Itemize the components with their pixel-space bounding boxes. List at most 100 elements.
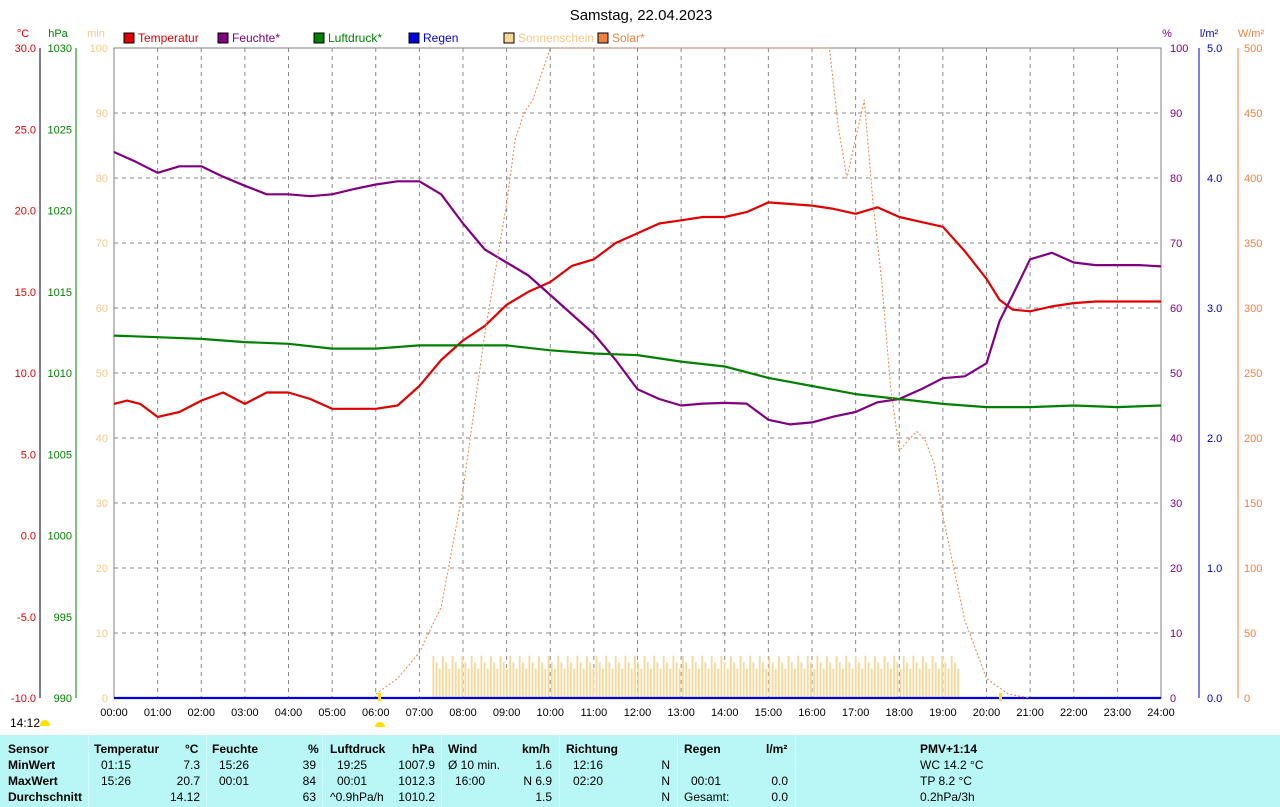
hum-min-time: 15:26 xyxy=(219,758,250,772)
sunshine-bar xyxy=(560,662,563,698)
y-tick-rain: 3.0 xyxy=(1207,303,1222,315)
press-unit: hPa xyxy=(412,742,435,756)
x-tick-label: 18:00 xyxy=(885,707,913,719)
legend-label-solar: Solar* xyxy=(612,31,645,45)
sunshine-bar xyxy=(432,655,435,698)
sunshine-bar xyxy=(566,655,569,698)
sunshine-bar xyxy=(832,668,835,698)
wind-avg-value: 1.5 xyxy=(535,790,552,804)
sunshine-bar xyxy=(918,668,921,698)
sunshine-bar xyxy=(547,655,550,698)
sensor-header: Sensor xyxy=(8,742,49,756)
current-time: 14:12 xyxy=(10,716,41,730)
sunshine-bar xyxy=(464,662,467,698)
legend-label-rain: Regen xyxy=(423,31,458,45)
y-tick-solar: 200 xyxy=(1244,433,1262,445)
y-tick-rain: 0.0 xyxy=(1207,693,1222,705)
sunshine-bar xyxy=(794,668,796,698)
y-tick-sun: 30 xyxy=(96,498,108,510)
sunshine-bar xyxy=(800,662,803,698)
sunshine-bar xyxy=(880,668,883,698)
unit-press: hPa xyxy=(48,28,68,40)
temp-avg-value: 14.12 xyxy=(169,790,200,804)
sunshine-bar xyxy=(688,668,691,698)
y-tick-press: 995 xyxy=(54,612,72,624)
sunshine-bar xyxy=(768,655,771,698)
sunshine-bar xyxy=(557,655,560,698)
sunshine-bar xyxy=(589,662,592,698)
sunshine-bar xyxy=(826,655,828,698)
sunshine-bar xyxy=(499,655,502,698)
divider xyxy=(677,735,678,807)
sunshine-bar xyxy=(752,662,755,698)
x-tick-label: 16:00 xyxy=(798,707,826,719)
sunshine-bar xyxy=(912,655,915,698)
sunshine-bar xyxy=(829,662,832,698)
y-tick-hum: 90 xyxy=(1170,108,1182,120)
temp-max-time: 15:26 xyxy=(101,774,132,788)
sunshine-bar xyxy=(582,668,585,698)
y-tick-temp: 5.0 xyxy=(21,449,36,461)
sunshine-bar xyxy=(861,668,864,698)
sunshine-bar xyxy=(746,668,748,698)
sunshine-bar xyxy=(906,662,908,698)
hum-min-value: 39 xyxy=(302,758,316,772)
row-label-max: MaxWert xyxy=(8,774,58,788)
x-tick-label: 23:00 xyxy=(1104,707,1132,719)
sunshine-bar xyxy=(554,668,556,698)
press-header: Luftdruck xyxy=(330,742,386,756)
divider xyxy=(795,735,796,807)
y-tick-press: 1020 xyxy=(48,206,72,218)
sunshine-bar xyxy=(445,662,448,698)
legend-swatch-press xyxy=(313,32,325,44)
sunshine-bar xyxy=(762,662,764,698)
sunshine-bar xyxy=(874,655,876,698)
sunshine-bar xyxy=(781,662,784,698)
sunshine-bar xyxy=(714,662,716,698)
sunshine-bar xyxy=(909,668,912,698)
y-tick-temp: 10.0 xyxy=(15,368,36,380)
sunshine-bar xyxy=(678,668,681,698)
sunshine-bar xyxy=(573,668,576,698)
sunshine-bar xyxy=(621,668,624,698)
sunshine-bar xyxy=(877,662,880,698)
sunshine-bar xyxy=(717,668,720,698)
sunshine-bar xyxy=(634,655,636,698)
x-tick-label: 17:00 xyxy=(842,707,870,719)
sunshine-bar xyxy=(627,662,630,698)
sunshine-bar xyxy=(486,668,489,698)
weather-chart: Samstag, 22.04.2023 °C hPa min % l/m² W/… xyxy=(11,7,1264,727)
sunshine-bar xyxy=(771,662,774,698)
y-tick-solar: 250 xyxy=(1244,368,1262,380)
sunshine-bar xyxy=(624,655,627,698)
sunshine-bar xyxy=(474,662,476,698)
sunshine-bar xyxy=(515,668,518,698)
unit-temp: °C xyxy=(17,28,29,40)
pmv-pressure-trend: 0.2hPa/3h xyxy=(920,790,975,804)
sunshine-bar xyxy=(726,668,729,698)
x-tick-label: 13:00 xyxy=(667,707,695,719)
y-tick-temp: 25.0 xyxy=(15,124,36,136)
dir-row2-value: N xyxy=(661,774,670,788)
sunshine-bar xyxy=(710,655,713,698)
sunshine-bar xyxy=(822,668,825,698)
sunshine-bars xyxy=(432,655,960,698)
x-tick-label: 06:00 xyxy=(362,707,390,719)
sunshine-bar xyxy=(941,655,944,698)
sunshine-bar xyxy=(458,668,460,698)
sunshine-bar xyxy=(630,668,633,698)
hum-max-value: 84 xyxy=(302,774,316,788)
sunshine-bar xyxy=(720,655,723,698)
pmv-dewpoint: TP 8.2 °C xyxy=(920,774,972,788)
y-tick-sun: 90 xyxy=(96,108,108,120)
sunshine-bar xyxy=(586,655,588,698)
y-tick-solar: 350 xyxy=(1244,238,1262,250)
dir-row1-value: N xyxy=(661,758,670,772)
sunshine-bar xyxy=(640,668,643,698)
legend-swatch-hum xyxy=(217,32,229,44)
rain-total-label: Gesamt: xyxy=(684,790,730,804)
sunshine-bar xyxy=(685,662,688,698)
temp-max-value: 20.7 xyxy=(176,774,200,788)
y-tick-solar: 400 xyxy=(1244,173,1262,185)
y-tick-hum: 100 xyxy=(1170,43,1188,55)
